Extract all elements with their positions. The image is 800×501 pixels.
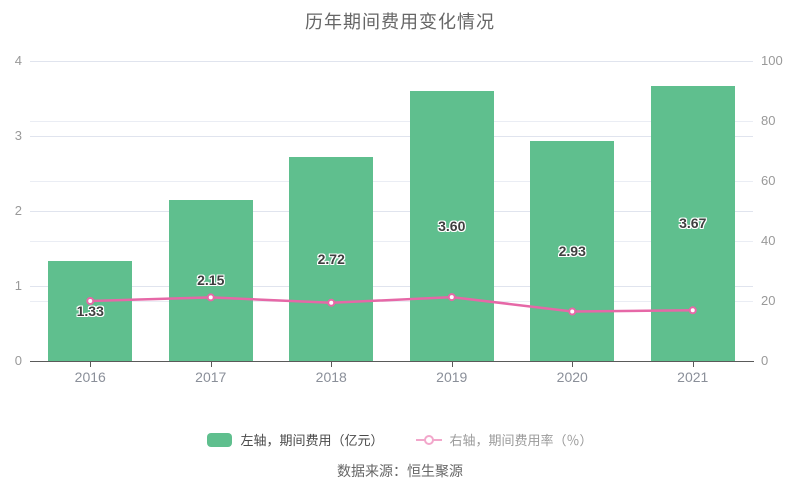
legend-item-bar-series[interactable]: 左轴，期间费用（亿元） — [207, 430, 384, 449]
x-axis-tick-2020 — [572, 362, 574, 367]
bar-2021[interactable]: 3.67 — [650, 85, 735, 361]
line-series-path[interactable] — [90, 295, 693, 313]
gridline-left-3 — [30, 136, 753, 137]
line-point-2016[interactable] — [86, 297, 95, 305]
x-axis-label-2018: 2018 — [315, 369, 347, 385]
right-axis-tick-label-80: 80 — [761, 113, 776, 128]
gridline-left-1 — [30, 286, 753, 287]
bar-2017[interactable]: 2.15 — [168, 199, 253, 361]
line-series — [86, 293, 697, 316]
x-axis-label-2016: 2016 — [74, 369, 106, 385]
x-axis-label-2021: 2021 — [677, 369, 709, 385]
x-axis-tick-2018 — [331, 362, 333, 367]
bar-value-label-2017: 2.15 — [197, 272, 225, 289]
bar-value-label-2018: 2.72 — [317, 251, 345, 267]
chart-title: 历年期间费用变化情况 — [305, 12, 495, 32]
plot-area: 1.33 2.15 2.72 3.60 2.93 3.67 — [30, 61, 753, 361]
x-axis-tick-2019 — [451, 362, 453, 367]
line-point-2021[interactable] — [688, 306, 697, 315]
bar-value-label-2016: 1.33 — [76, 303, 104, 320]
line-point-2019[interactable] — [447, 293, 456, 302]
legend: 左轴，期间费用（亿元） 右轴，期间费用率（％） — [0, 430, 800, 449]
bar-value-label-2020: 2.93 — [558, 243, 586, 260]
right-axis-tick-label-0: 0 — [761, 353, 769, 368]
left-axis-tick-label-2: 2 — [14, 203, 22, 218]
gridline-right-40 — [30, 241, 753, 242]
x-axis-label-2017: 2017 — [195, 369, 227, 385]
left-axis-tick-label-4: 4 — [14, 53, 22, 68]
bar-value-label-2019: 3.60 — [438, 218, 466, 234]
left-axis-tick-label-0: 0 — [14, 353, 22, 368]
bar-2018[interactable]: 2.72 — [289, 157, 374, 361]
right-axis-tick-label-20: 20 — [761, 293, 776, 308]
legend-label-bar-series: 左轴，期间费用（亿元） — [240, 433, 384, 448]
bar-2019[interactable]: 3.60 — [409, 91, 494, 361]
gridline-left-4 — [30, 61, 753, 62]
gridline-left-2 — [30, 211, 753, 212]
legend-label-line-series: 右轴，期间费用率（％） — [449, 433, 593, 448]
bar-2016[interactable]: 1.33 — [48, 261, 133, 361]
left-axis-tick-label-1: 1 — [14, 278, 22, 293]
data-source-note: 数据来源：恒生聚源 — [337, 463, 463, 479]
line-point-2018[interactable] — [327, 298, 336, 307]
x-axis-tick-2017 — [210, 362, 212, 367]
right-axis-tick-label-100: 100 — [761, 53, 783, 68]
bar-series-swatch — [207, 432, 233, 447]
line-point-2017[interactable] — [206, 293, 215, 302]
bar-value-label-2021: 3.67 — [679, 215, 707, 232]
x-axis-label-2019: 2019 — [436, 369, 468, 385]
line-point-2020[interactable] — [568, 307, 577, 316]
x-axis-line — [30, 361, 754, 362]
gridline-right-80 — [30, 121, 753, 122]
gridline-right-60 — [30, 181, 753, 182]
x-axis-label-2020: 2020 — [556, 369, 588, 385]
legend-item-line-series[interactable]: 右轴，期间费用率（％） — [415, 430, 593, 449]
x-axis-tick-2016 — [90, 362, 92, 367]
line-series-swatch — [415, 433, 442, 447]
bar-2020[interactable]: 2.93 — [530, 141, 615, 361]
gridline-right-20 — [30, 301, 753, 302]
x-axis-tick-2021 — [692, 362, 694, 367]
left-axis-tick-label-3: 3 — [14, 128, 22, 143]
right-axis-tick-label-60: 60 — [761, 173, 776, 188]
legend-line-marker-icon — [423, 434, 434, 445]
right-axis-tick-label-40: 40 — [761, 233, 776, 248]
